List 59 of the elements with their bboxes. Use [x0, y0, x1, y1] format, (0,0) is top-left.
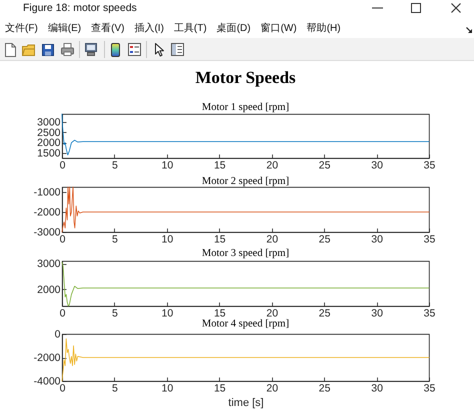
- x-tick-label: 30: [371, 382, 384, 394]
- x-tick-label: 10: [162, 382, 174, 394]
- y-tick-label: -2000: [34, 206, 61, 218]
- y-tick-label: -4000: [34, 376, 61, 388]
- chart-subtitle: Motor 1 speed [rpm]: [202, 102, 290, 114]
- text: 文件(F): [5, 22, 38, 34]
- x-tick-label: 35: [424, 308, 436, 320]
- x-tick-label: 25: [318, 160, 331, 172]
- x-tick-label: 25: [318, 382, 331, 394]
- x-tick-label: 5: [112, 160, 118, 172]
- x-tick-label: 35: [424, 160, 436, 172]
- x-tick-label: 20: [266, 308, 278, 320]
- chart-title: Motor 3 speed [rpm]: [202, 248, 290, 260]
- x-tick-label: 10: [162, 308, 174, 320]
- text: 查看(V): [91, 22, 124, 34]
- y-tick-label: -2000: [34, 352, 61, 364]
- text: Figure 18: motor speeds: [23, 2, 137, 15]
- x-tick-label: 30: [371, 308, 384, 320]
- x-tick-label: 25: [318, 308, 331, 320]
- line-series: [62, 114, 430, 156]
- x-tick-label: 30: [371, 160, 384, 172]
- x-tick-label: 15: [214, 382, 226, 394]
- line-series: [62, 186, 430, 232]
- y-tick-label: 2000: [37, 137, 61, 150]
- y-tick-label: 2000: [37, 284, 61, 296]
- text: 编辑(E): [48, 22, 82, 34]
- x-tick-label: 10: [162, 160, 174, 172]
- y-tick-label: 3000: [37, 258, 61, 270]
- x-tick-label: 20: [266, 234, 278, 246]
- x-tick-label: 20: [266, 382, 278, 394]
- y-tick-label: 0: [54, 328, 61, 340]
- x-tick-label: 35: [424, 382, 436, 394]
- x-tick-label: 25: [318, 234, 331, 246]
- y-tick-label: -3000: [34, 226, 61, 238]
- text: 窗口(W): [260, 22, 297, 34]
- chart-title: Motor 4 speed [rpm]: [202, 318, 290, 330]
- chart-title: Motor Speeds: [195, 68, 296, 88]
- text: 桌面(D): [216, 22, 251, 34]
- x-tick-label: 15: [214, 308, 226, 320]
- x-tick-label: 5: [112, 234, 118, 246]
- line-series: [62, 262, 430, 306]
- x-tick-label: 5: [112, 308, 118, 320]
- x-axis-title: time [s]: [228, 397, 264, 409]
- text: 工具(T): [174, 22, 207, 34]
- text: 插入(I): [134, 22, 164, 34]
- x-tick-label: 35: [424, 234, 436, 246]
- y-tick-label: 1500: [37, 147, 61, 160]
- x-tick-label: 5: [112, 382, 118, 394]
- x-tick-label: 20: [266, 160, 278, 172]
- y-tick-label: 2500: [37, 126, 61, 139]
- y-tick-label: -1000: [34, 186, 61, 198]
- line-series: [62, 338, 430, 382]
- x-tick-label: 30: [371, 234, 384, 246]
- x-tick-label: 10: [162, 234, 174, 246]
- x-tick-label: 15: [214, 160, 226, 172]
- y-tick-label: 3000: [37, 116, 61, 129]
- x-tick-label: 15: [214, 234, 226, 246]
- text: 帮助(H): [306, 22, 341, 34]
- chart-title: Motor 2 speed [rpm]: [202, 176, 290, 188]
